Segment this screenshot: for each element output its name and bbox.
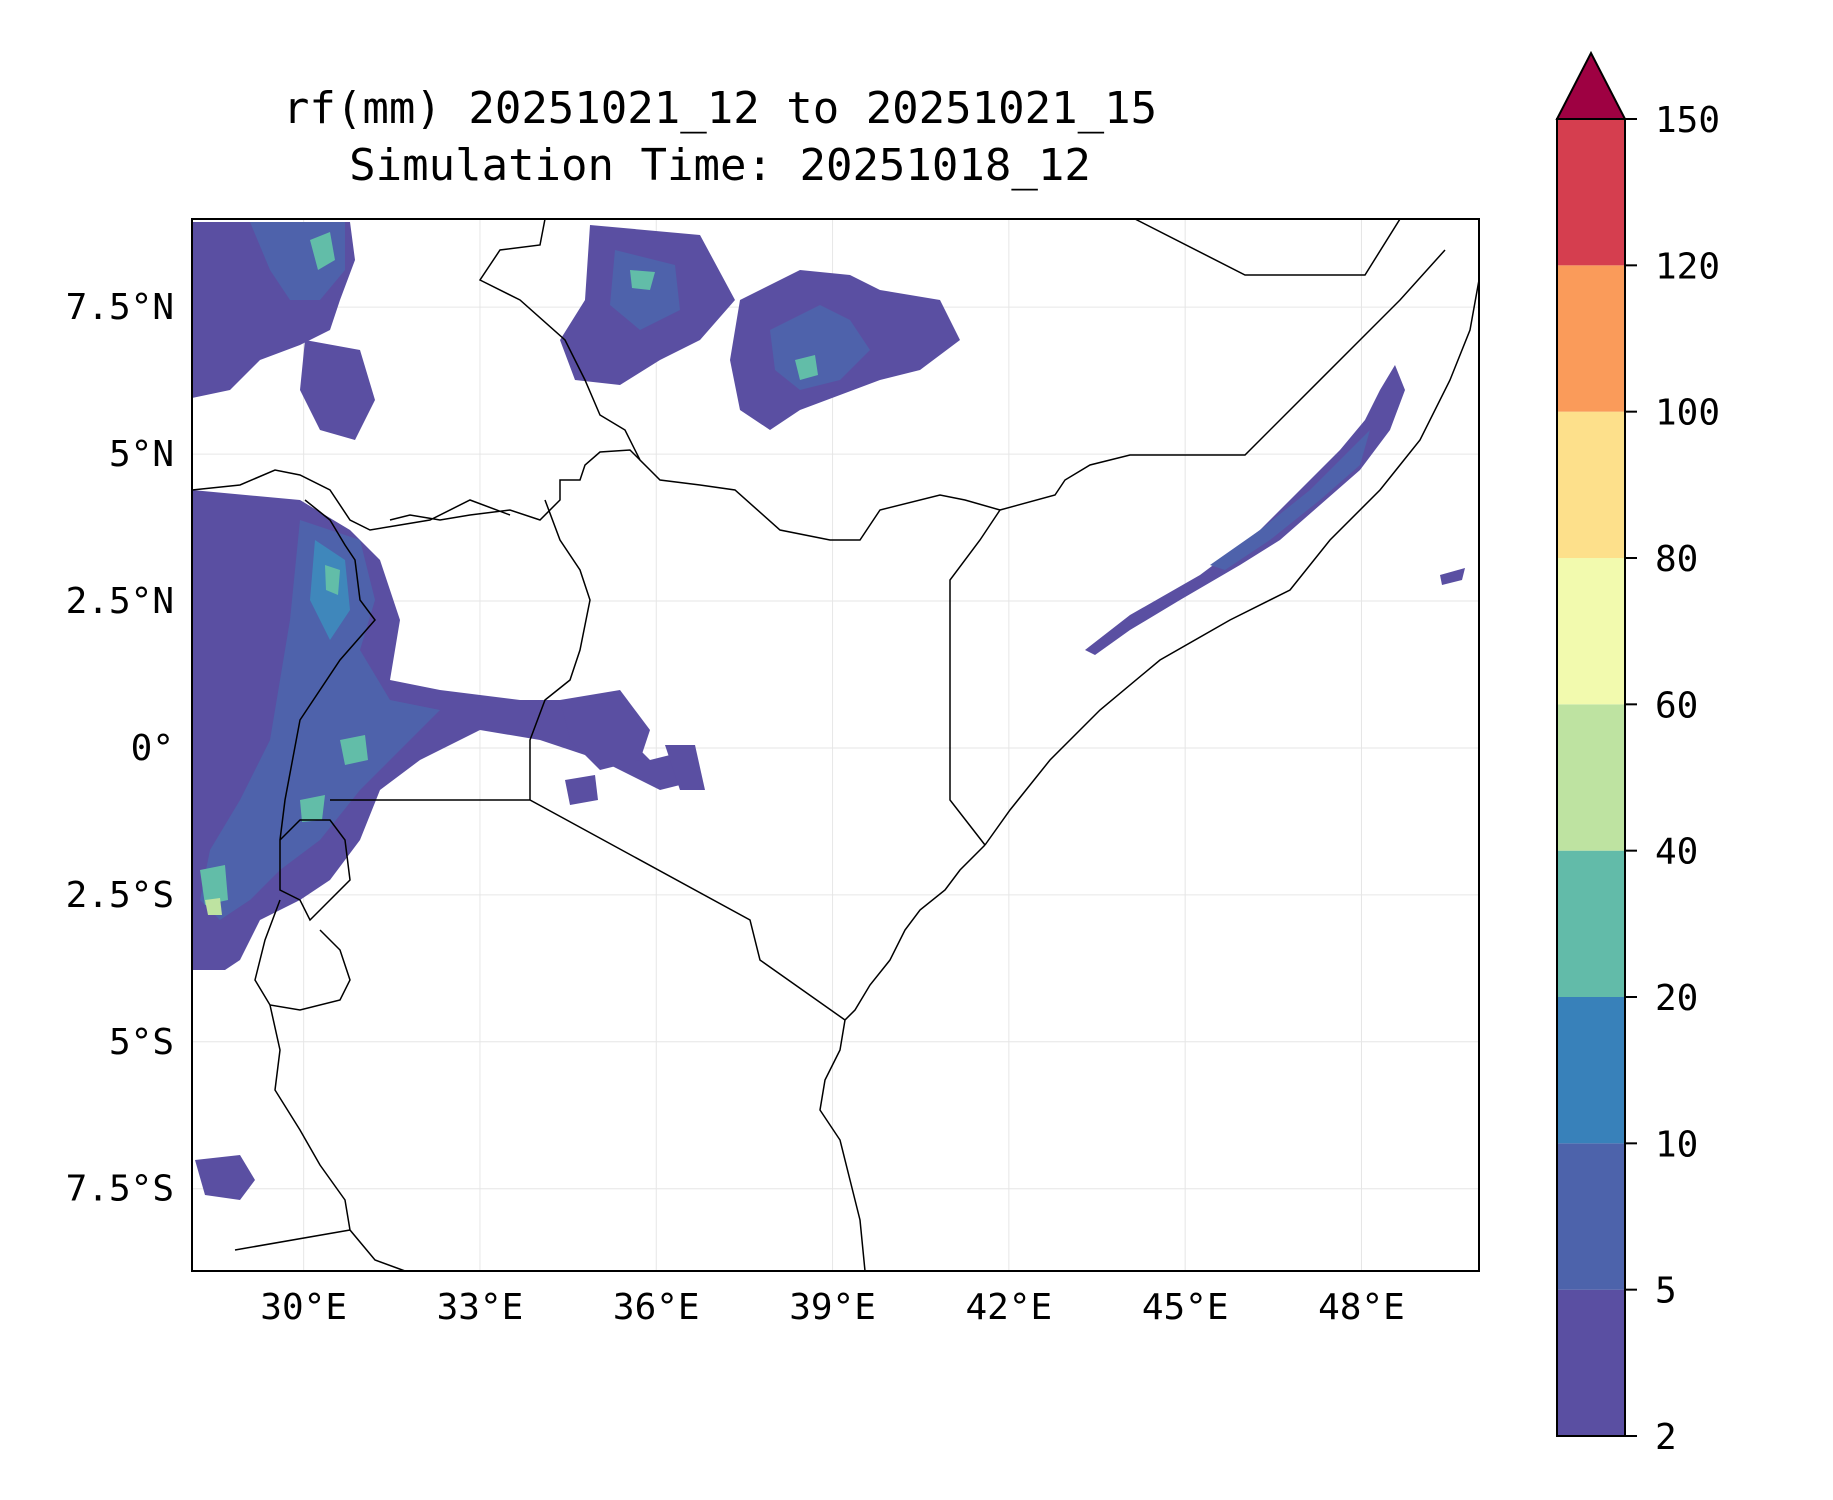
colorbar-segment: [1557, 1289, 1625, 1436]
gridlines: [192, 219, 1479, 1271]
rain-area-uganda-drc-4: [325, 565, 340, 595]
colorbar-label: 60: [1655, 685, 1698, 726]
border-sudan-se: [192, 469, 511, 531]
rain-area-south-sudan-3: [310, 232, 335, 270]
rain-area-ethiopia-west-2: [610, 250, 680, 330]
map-title: rf(mm) 20251021_12 to 20251021_15: [283, 83, 1157, 134]
rain-area-east-small: [1440, 568, 1465, 585]
colorbar-label: 80: [1655, 539, 1698, 580]
map-subtitle: Simulation Time: 20251018_12: [349, 140, 1091, 191]
rain-area-ethiopia-east-3: [795, 355, 818, 380]
rain-area-ethiopia-east-2: [770, 305, 870, 390]
border-kenya-tanzania: [330, 799, 846, 1021]
colorbar-label: 20: [1655, 978, 1698, 1019]
border-kenya-somalia: [949, 509, 1001, 846]
border-ethiopia-kenya: [389, 449, 641, 521]
y-axis-ticks: 7.5°N 5°N 2.5°N 0° 2.5°S 5°S 7.5°S: [66, 287, 174, 1210]
rain-area-kenya-central: [560, 690, 650, 770]
rain-area-kenya-patch: [565, 775, 598, 805]
rain-area-sw-corner-2: [205, 898, 222, 915]
colorbar-label: 120: [1655, 246, 1720, 287]
x-tick-label: 45°E: [1142, 1287, 1229, 1328]
border-tanzania-west: [269, 1004, 406, 1271]
coastline-somalia: [984, 279, 1479, 846]
colorbar-segment: [1557, 997, 1625, 1144]
colorbar: 2 5 10 20 40 60 80 100 120 150: [1555, 50, 1720, 1458]
map-frame: [191, 218, 1480, 1272]
y-tick-label: 5°S: [109, 1022, 174, 1063]
colorbar-segment: [1557, 558, 1625, 705]
rain-area-somalia-coast: [1085, 365, 1405, 655]
border-uganda-drc: [279, 499, 376, 841]
x-tick-label: 39°E: [789, 1287, 876, 1328]
y-tick-label: 2.5°S: [66, 875, 174, 916]
colorbar-segment: [1557, 1143, 1625, 1290]
x-tick-label: 42°E: [966, 1287, 1053, 1328]
colorbar-segment: [1557, 850, 1625, 997]
colorbar-segment: [1557, 411, 1625, 558]
x-tick-label: 33°E: [437, 1287, 524, 1328]
colorbar-label: 10: [1655, 1124, 1698, 1165]
rain-area-somalia-coast-2: [1210, 430, 1370, 570]
rain-area-sw-south: [195, 1155, 255, 1200]
colorbar-extend-arrow: [1555, 50, 1627, 120]
colorbar-label: 100: [1655, 393, 1720, 434]
country-borders: [192, 219, 1479, 1271]
border-tanzania-zambia: [234, 1229, 351, 1251]
border-uganda-kenya: [529, 499, 591, 800]
rain-area-uganda-drc-2: [200, 520, 440, 920]
border-south-sudan-ethiopia: [478, 219, 1001, 541]
border-rwanda-burundi: [279, 819, 351, 922]
border-ethiopia-somalia: [999, 249, 1446, 511]
colorbar-label: 150: [1655, 100, 1720, 141]
rain-area-south-sudan-4: [300, 340, 375, 440]
y-tick-label: 5°N: [109, 434, 174, 475]
rain-area-lake-victoria-west: [340, 735, 368, 765]
y-tick-label: 0°: [131, 728, 174, 769]
x-tick-label: 30°E: [260, 1287, 347, 1328]
x-tick-label: 48°E: [1318, 1287, 1405, 1328]
border-somalia-north: [1134, 219, 1401, 276]
y-tick-label: 7.5°N: [66, 287, 174, 328]
colorbar-label: 5: [1655, 1271, 1677, 1312]
colorbar-frame: [1556, 118, 1626, 1437]
x-tick-label: 36°E: [613, 1287, 700, 1328]
coastline-east-africa: [819, 844, 986, 1271]
rain-area-ethiopia-west-3: [630, 270, 655, 290]
colorbar-segment: [1557, 704, 1625, 851]
x-axis-ticks: 30°E 33°E 36°E 39°E 42°E 45°E 48°E: [260, 1287, 1405, 1328]
border-burundi-tanzania: [254, 899, 351, 1011]
rain-area-kenya-east: [665, 745, 705, 790]
y-tick-label: 2.5°N: [66, 581, 174, 622]
colorbar-label: 40: [1655, 832, 1698, 873]
colorbar-label: 2: [1655, 1417, 1677, 1458]
map-area: 30°E 33°E 36°E 39°E 42°E 45°E 48°E 7.5°N 5°N 2.5…: [66, 218, 1480, 1328]
rainfall-layer: [192, 222, 1465, 1200]
y-tick-label: 7.5°S: [66, 1169, 174, 1210]
colorbar-segment: [1557, 119, 1625, 266]
rain-area-sw-corner: [200, 865, 228, 905]
rain-area-lake-victoria-west-2: [300, 795, 325, 822]
colorbar-segment: [1557, 265, 1625, 412]
